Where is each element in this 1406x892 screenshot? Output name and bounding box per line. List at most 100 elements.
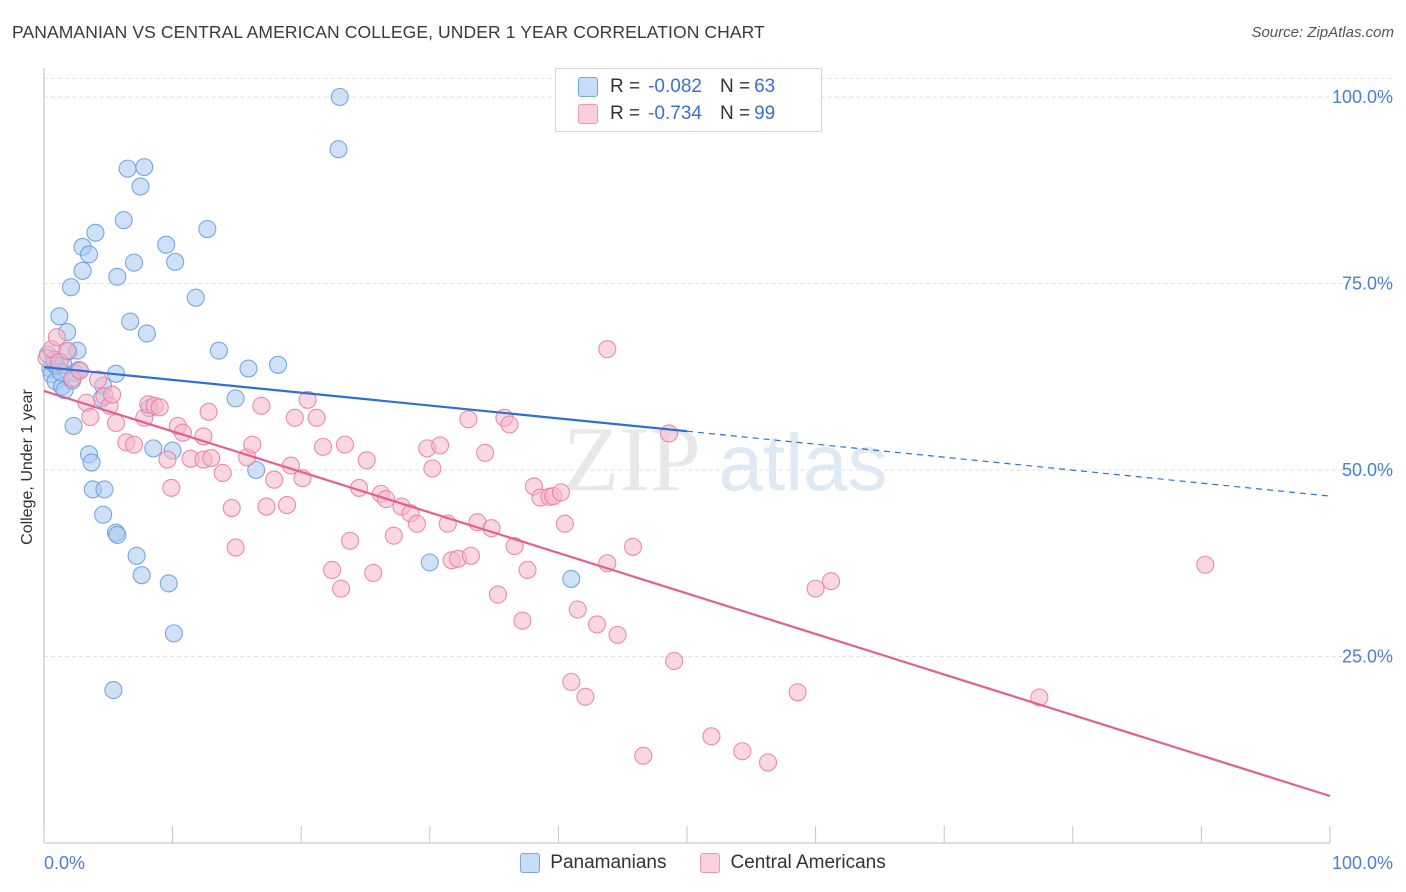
data-point <box>247 460 266 480</box>
data-point <box>278 496 297 515</box>
data-point <box>364 563 383 582</box>
data-point <box>94 505 113 524</box>
legend-r-label: R = <box>610 76 641 97</box>
data-point <box>252 396 271 415</box>
data-point <box>157 235 176 254</box>
chart-title: PANAMANIAN VS CENTRAL AMERICAN COLLEGE, … <box>12 22 765 42</box>
data-point <box>243 435 262 454</box>
data-point <box>209 341 228 360</box>
data-point <box>124 253 144 272</box>
axes <box>43 68 1331 844</box>
data-point <box>61 278 81 297</box>
data-point <box>518 560 537 580</box>
data-point <box>329 140 348 159</box>
data-point <box>162 478 181 497</box>
data-point <box>88 370 108 389</box>
data-point <box>598 340 617 359</box>
tick-labels: 25.0% 50.0% 75.0% 100.0% 0.0% 100.0% <box>44 87 1393 873</box>
data-point <box>135 158 154 177</box>
trend-lines <box>43 365 1331 798</box>
data-point <box>104 681 123 700</box>
data-point <box>459 410 478 429</box>
data-point <box>213 463 232 483</box>
data-point <box>623 537 643 556</box>
data-point <box>64 416 83 436</box>
data-point <box>587 615 607 634</box>
legend-swatch-central-americans <box>578 104 598 124</box>
data-point <box>1030 688 1049 707</box>
data-point <box>124 435 144 454</box>
data-point <box>285 408 304 427</box>
legend-item-central-americans: Central Americans <box>700 852 886 874</box>
data-point <box>423 459 442 478</box>
legend-n-label: N = <box>719 76 751 97</box>
legend-r-label: R = <box>610 103 641 124</box>
data-point <box>158 450 177 469</box>
data-point <box>132 566 151 585</box>
y-tick-label: 25.0% <box>1342 647 1393 667</box>
watermark-atlas: atlas <box>719 418 888 507</box>
data-point <box>144 439 163 458</box>
data-point <box>568 600 587 619</box>
y-tick-label: 50.0% <box>1342 460 1393 480</box>
data-point <box>1196 555 1215 574</box>
data-point <box>257 497 276 516</box>
watermark: ZIP atlas <box>563 408 887 510</box>
legend-item-panamanians: Panamanians <box>520 852 666 874</box>
data-point <box>488 585 508 604</box>
legend-swatch-central-americans <box>700 853 721 873</box>
series-legend: Panamanians Central Americans <box>0 852 1406 874</box>
data-point <box>81 407 100 427</box>
data-point <box>702 727 721 746</box>
data-point <box>634 746 653 765</box>
data-point <box>159 574 178 593</box>
legend-n-value: 63 <box>754 76 776 97</box>
trend-line-central-americans <box>43 389 1331 798</box>
data-point <box>407 514 426 533</box>
data-point <box>198 219 217 239</box>
data-point <box>127 546 146 565</box>
data-point <box>551 483 571 502</box>
data-point <box>79 245 99 264</box>
legend-r-value: -0.082 <box>648 76 702 97</box>
data-point <box>357 451 376 470</box>
data-point <box>86 223 105 242</box>
data-point <box>150 398 169 417</box>
data-point <box>95 480 114 499</box>
data-point <box>226 538 245 557</box>
data-point <box>330 87 349 107</box>
data-point <box>108 525 127 544</box>
data-point <box>298 390 317 409</box>
data-point <box>323 560 342 580</box>
data-point <box>73 261 92 280</box>
data-point <box>222 498 241 518</box>
data-point <box>513 611 532 630</box>
data-point <box>186 288 205 307</box>
data-point <box>118 159 137 178</box>
trend-line-panamanians-projection <box>686 430 1331 497</box>
data-point <box>269 355 288 374</box>
data-point <box>108 267 127 286</box>
data-point <box>226 389 245 408</box>
data-point <box>788 683 807 702</box>
data-point <box>106 413 126 433</box>
data-point <box>137 324 156 343</box>
x-tick-label-end: 100.0% <box>1332 853 1393 873</box>
data-point <box>314 437 333 456</box>
legend-swatch-panamanians <box>578 77 598 97</box>
data-point <box>758 753 778 772</box>
data-point <box>659 424 679 443</box>
y-tick-label: 75.0% <box>1342 274 1393 294</box>
data-point <box>265 470 284 489</box>
watermark-zip: ZIP <box>563 408 701 510</box>
data-point <box>500 415 519 434</box>
legend-row-panamanians: R = -0.082 N = 63 <box>578 74 775 100</box>
data-point <box>202 449 221 468</box>
data-point <box>121 312 140 331</box>
data-point <box>58 341 77 360</box>
legend-n-label: N = <box>719 103 751 124</box>
data-point <box>164 624 183 643</box>
data-point <box>665 651 684 671</box>
data-point <box>82 453 101 472</box>
